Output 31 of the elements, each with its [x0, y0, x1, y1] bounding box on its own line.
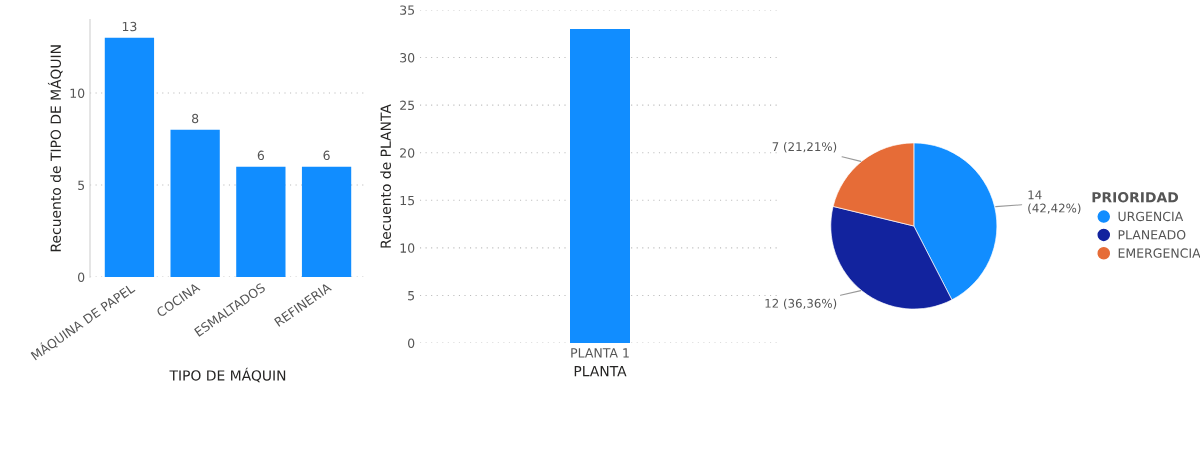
- data-label: 6: [323, 150, 330, 161]
- data-label: 12 (36,36%): [765, 298, 837, 310]
- y-tick-label: 5: [78, 180, 85, 190]
- data-label: 8: [192, 113, 199, 124]
- y-tick-label: 0: [408, 338, 415, 348]
- y-tick-label: 30: [400, 53, 415, 63]
- y-tick-label: 20: [400, 148, 415, 158]
- legend-label: PLANEADO: [1118, 230, 1186, 240]
- y-tick-label: 5: [408, 291, 415, 301]
- bar: [170, 129, 220, 278]
- data-label: 6: [257, 150, 265, 161]
- y-tick-label: 10: [70, 88, 85, 98]
- bar: [301, 166, 352, 278]
- y-tick-label: 25: [400, 100, 415, 111]
- data-label: 13: [122, 21, 137, 32]
- y-tick-label: 35: [400, 5, 415, 15]
- legend-title: PRIORIDAD: [1092, 192, 1179, 203]
- y-tick-label: 10: [400, 243, 415, 253]
- y-tick-label: 0: [78, 272, 85, 282]
- legend-label: EMERGENCIA: [1118, 248, 1200, 258]
- y-axis-title: Recuento de PLANTA: [380, 104, 391, 248]
- y-axis-title: Recuento de TIPO DE MÁQUIN: [47, 45, 63, 252]
- x-axis-title: PLANTA: [574, 366, 627, 377]
- data-label: 7 (21,21%): [772, 141, 837, 153]
- legend-label: URGENCIA: [1118, 211, 1184, 222]
- bar: [104, 37, 155, 278]
- x-axis-title: TIPO DE MÁQUIN: [169, 367, 286, 383]
- x-tick-label: PLANTA 1: [571, 348, 629, 358]
- data-label: 14 (42,42%): [1028, 190, 1081, 214]
- bar: [236, 166, 286, 278]
- y-tick-label: 15: [400, 195, 415, 206]
